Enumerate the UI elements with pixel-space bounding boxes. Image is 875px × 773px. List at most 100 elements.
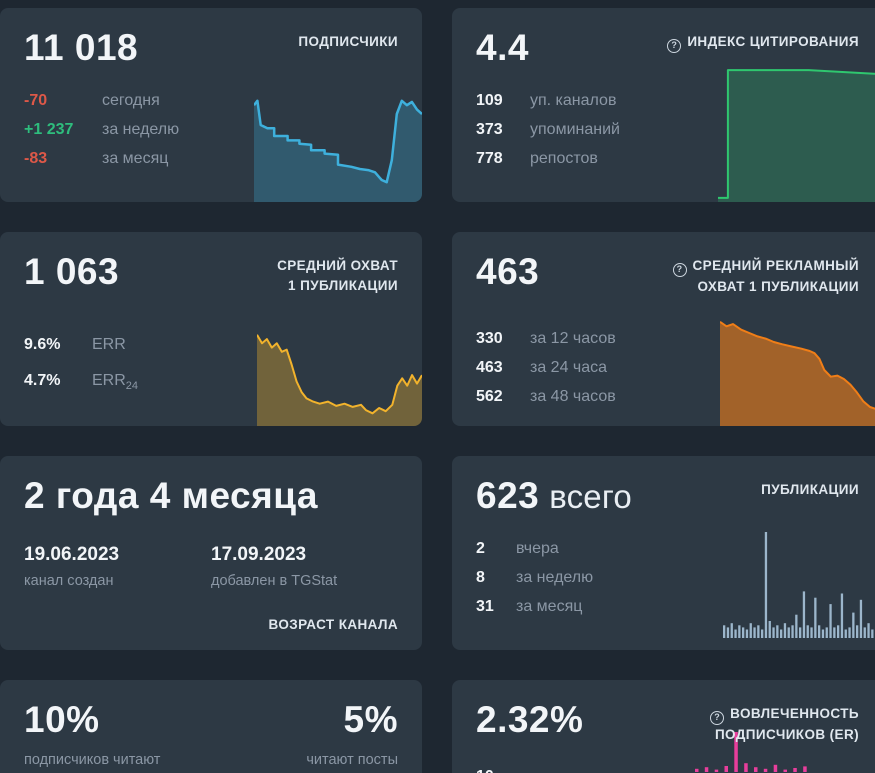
citation-title-text: ИНДЕКС ЦИТИРОВАНИЯ — [687, 34, 859, 49]
stat-label: за 12 часов — [530, 330, 616, 348]
publications-card: 623 всего ПУБЛИКАЦИИ 2 вчера 8 за неделю … — [452, 456, 875, 650]
engagement-stats: 10 — [476, 762, 859, 773]
publications-total-suffix: всего — [549, 478, 632, 515]
engagement-value: 2.32% — [476, 699, 584, 740]
added-date-block: 17.09.2023 добавлен в TGStat — [211, 544, 398, 589]
ad-reach-sparkline-chart — [720, 314, 875, 426]
stat-label: за месяц — [516, 598, 583, 616]
stat-row-week: +1 237 за неделю — [24, 115, 398, 144]
added-date: 17.09.2023 — [211, 544, 307, 566]
citation-index-card: 4.4 ? ИНДЕКС ЦИТИРОВАНИЯ 109 уп. каналов … — [452, 8, 875, 202]
stat-label: сегодня — [102, 92, 160, 110]
ad-reach-stats: 330 за 12 часов 463 за 24 часа 562 за 48… — [476, 324, 859, 411]
stat-value: 463 — [476, 359, 503, 377]
subscribers-read-value: 10% — [24, 699, 100, 740]
stat-row: 10 — [476, 762, 859, 773]
ad-reach-title: ? СРЕДНИЙ РЕКЛАМНЫЙ ОХВАТ 1 ПУБЛИКАЦИИ — [672, 256, 859, 297]
created-date-block: 19.06.2023 канал создан — [24, 544, 211, 589]
channel-age-dates: 19.06.2023 канал создан 17.09.2023 добав… — [24, 544, 398, 589]
citation-sparkline-chart — [718, 66, 875, 202]
stat-label: ERR — [92, 336, 126, 354]
stat-row-month: -83 за месяц — [24, 144, 398, 173]
stat-value: 330 — [476, 330, 503, 348]
subscribers-read-label: подписчиков читают — [24, 752, 161, 769]
read-rate-card: 10% подписчиков читают 5% читают посты — [0, 680, 422, 773]
stat-row-24h: 463 за 24 часа — [476, 353, 859, 382]
publications-bar-chart — [723, 532, 875, 638]
engagement-title: ? ВОВЛЕЧЕННОСТЬ ПОДПИСЧИКОВ (ER) — [710, 704, 859, 745]
stat-value: 109 — [476, 92, 503, 110]
publications-total: 623 — [476, 475, 540, 516]
info-icon[interactable]: ? — [710, 710, 725, 725]
stat-row-month: 31 за месяц — [476, 592, 859, 621]
title-line-1: ? СРЕДНИЙ РЕКЛАМНЫЙ — [672, 256, 859, 277]
ad-reach-value: 463 — [476, 251, 540, 292]
stat-row-12h: 330 за 12 часов — [476, 324, 859, 353]
stat-value: 10 — [476, 762, 516, 773]
engagement-card: 2.32% ?ВОВЛЕЧЕННОСТЬ ПОДПИСЧИКОВ (ER) 10 — [452, 680, 875, 773]
average-reach-sparkline-chart — [257, 320, 422, 426]
channel-age-footer-title: ВОЗРАСТ КАНАЛА — [268, 617, 398, 632]
subscribers-sparkline-chart — [254, 92, 422, 202]
stat-label: уп. каналов — [530, 92, 617, 110]
read-rate-left: 10% подписчиков читают — [24, 698, 160, 768]
added-date-label: добавлен в TGStat — [211, 573, 338, 590]
stat-label: упоминаний — [530, 121, 620, 139]
read-rate-right: 5% читают посты — [306, 698, 398, 768]
stat-row-today: -70 сегодня — [24, 86, 398, 115]
stat-value: +1 237 — [24, 121, 74, 139]
subscribers-stats: -70 сегодня +1 237 за неделю -83 за меся… — [24, 86, 398, 173]
stat-value: -83 — [24, 150, 48, 168]
title-line-2: ОХВАТ 1 ПУБЛИКАЦИИ — [697, 278, 859, 294]
stat-row-yesterday: 2 вчера — [476, 534, 859, 563]
info-icon[interactable]: ? — [672, 262, 687, 277]
created-date-label: канал создан — [24, 573, 114, 590]
publications-stats: 2 вчера 8 за неделю 31 за месяц — [476, 534, 859, 621]
stat-row-channels: 109 уп. каналов — [476, 86, 859, 115]
citation-title: ? ИНДЕКС ЦИТИРОВАНИЯ — [667, 32, 859, 53]
stat-value: 2 — [476, 540, 485, 558]
citation-stats: 109 уп. каналов 373 упоминаний 778 репос… — [476, 86, 859, 173]
ad-reach-card: 463 ? СРЕДНИЙ РЕКЛАМНЫЙ ОХВАТ 1 ПУБЛИКАЦИ… — [452, 232, 875, 426]
stat-value: 562 — [476, 388, 503, 406]
engagement-bar-chart — [695, 732, 813, 772]
stat-row-mentions: 373 упоминаний — [476, 115, 859, 144]
stat-label: за месяц — [102, 150, 169, 168]
stat-row-48h: 562 за 48 часов — [476, 382, 859, 411]
subscribers-card: 11 018 ПОДПИСЧИКИ -70 сегодня +1 237 за … — [0, 8, 422, 202]
stat-label: репостов — [530, 150, 598, 168]
stat-value: 31 — [476, 598, 494, 616]
stat-label: за неделю — [102, 121, 180, 139]
stat-value: 778 — [476, 150, 503, 168]
average-reach-value: 1 063 — [24, 251, 120, 292]
title-line-1: ? ВОВЛЕЧЕННОСТЬ — [710, 704, 859, 725]
stat-label: ERR24 — [92, 371, 139, 392]
stat-value: 9.6% — [24, 336, 61, 354]
info-icon[interactable]: ? — [667, 38, 682, 53]
stat-label: за неделю — [516, 569, 594, 587]
stat-row-err24: 4.7% ERR24 — [24, 366, 398, 401]
channel-age-value: 2 года 4 месяца — [24, 475, 318, 516]
stat-label: вчера — [516, 540, 559, 558]
publications-value: 623 всего — [476, 474, 859, 518]
posts-read-value: 5% — [343, 699, 398, 740]
created-date: 19.06.2023 — [24, 544, 120, 566]
stat-row-reposts: 778 репостов — [476, 144, 859, 173]
stat-row-week: 8 за неделю — [476, 563, 859, 592]
publications-title: ПУБЛИКАЦИИ — [761, 482, 859, 497]
citation-value: 4.4 — [476, 27, 529, 68]
subscribers-title: ПОДПИСЧИКИ — [298, 34, 398, 49]
average-reach-title: СРЕДНИЙ ОХВАТ 1 ПУБЛИКАЦИИ — [277, 256, 398, 297]
read-rate-row: 10% подписчиков читают 5% читают посты — [24, 698, 398, 768]
stat-value: 8 — [476, 569, 485, 587]
stat-label: за 24 часа — [530, 359, 608, 377]
stat-value: 4.7% — [24, 371, 61, 389]
subscribers-value: 11 018 — [24, 27, 139, 68]
stat-row-err: 9.6% ERR — [24, 330, 398, 365]
average-reach-card: 1 063 СРЕДНИЙ ОХВАТ 1 ПУБЛИКАЦИИ 9.6% ER… — [0, 232, 422, 426]
posts-read-label: читают посты — [306, 752, 398, 769]
title-line-1: СРЕДНИЙ ОХВАТ — [277, 258, 398, 273]
title-line-2: ПОДПИСЧИКОВ (ER) — [714, 726, 859, 742]
title-line-2: 1 ПУБЛИКАЦИИ — [288, 278, 398, 294]
